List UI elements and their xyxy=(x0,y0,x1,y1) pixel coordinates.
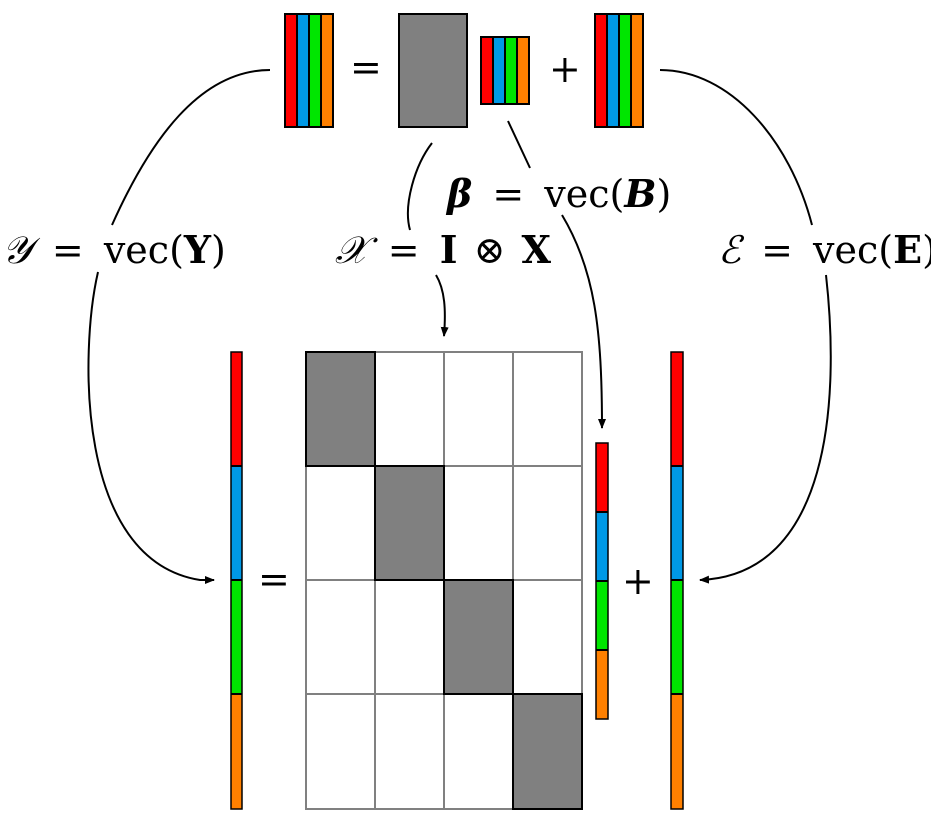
y-vectorization-arrow xyxy=(87,69,271,580)
bottom-e-vector xyxy=(670,351,684,810)
e-column-orange xyxy=(631,14,643,127)
vec-e-segment-orange xyxy=(671,694,683,809)
vec-e-segment-red xyxy=(671,352,683,466)
y-column-red xyxy=(285,14,297,127)
top-b-matrix xyxy=(480,36,530,105)
b-column-red xyxy=(481,37,493,104)
svg-text:β = vec(B): β = vec(B) xyxy=(445,171,671,216)
e-equals-vec-label: ℰ = vec(E) xyxy=(718,227,931,272)
diag-block-2 xyxy=(374,465,445,581)
beta-symbol: β xyxy=(445,171,472,216)
calligraphic-x: 𝒳 xyxy=(335,228,378,272)
e-vectorization-arrow xyxy=(659,69,832,580)
svg-text:𝒴 = vec(Y): 𝒴 = vec(Y) xyxy=(2,227,226,272)
b-column-blue xyxy=(493,37,505,104)
top-e-matrix xyxy=(594,13,644,128)
top-x-matrix xyxy=(398,13,468,128)
e-column-red xyxy=(595,14,607,127)
top-y-matrix xyxy=(284,13,334,128)
vec-beta-segment-green xyxy=(596,581,608,650)
e-column-green xyxy=(619,14,631,127)
vec-y-segment-red xyxy=(231,352,242,466)
block-diagonal-matrix xyxy=(305,351,583,810)
bottom-y-vector xyxy=(230,351,243,810)
bottom-beta-vector xyxy=(595,442,609,720)
diag-block-3 xyxy=(443,579,514,695)
top-equals-sign: = xyxy=(350,45,382,89)
diag-block-4 xyxy=(512,693,583,810)
vec-y-segment-green xyxy=(231,580,242,694)
calligraphic-y: 𝒴 xyxy=(2,228,41,272)
diag-block-1 xyxy=(305,351,376,467)
x-kron-arrow xyxy=(406,142,445,336)
y-column-green xyxy=(309,14,321,127)
svg-text:ℰ = vec(E): ℰ = vec(E) xyxy=(718,227,931,272)
vec-y-segment-blue xyxy=(231,466,242,580)
x-equals-kron-label: 𝒳 = I ⊗ X xyxy=(335,227,552,272)
bottom-plus-sign: + xyxy=(622,559,654,603)
y-equals-vec-label: 𝒴 = vec(Y) xyxy=(2,227,226,272)
b-column-orange xyxy=(517,37,529,104)
kronecker-product-symbol: ⊗ xyxy=(474,228,506,272)
vec-beta-segment-orange xyxy=(596,650,608,719)
svg-text:𝒳 = I ⊗: 𝒳 = I ⊗ X xyxy=(335,227,552,272)
bottom-equals-sign: = xyxy=(258,557,290,601)
vec-beta-segment-blue xyxy=(596,512,608,581)
calligraphic-e: ℰ xyxy=(718,228,745,272)
beta-equals-vec-label: β = vec(B) xyxy=(445,171,671,216)
vec-e-segment-green xyxy=(671,580,683,694)
e-column-blue xyxy=(607,14,619,127)
vec-y-segment-orange xyxy=(231,694,242,809)
vec-beta-segment-red xyxy=(596,443,608,512)
vec-e-segment-blue xyxy=(671,466,683,580)
b-column-green xyxy=(505,37,517,104)
y-column-orange xyxy=(321,14,333,127)
y-column-blue xyxy=(297,14,309,127)
beta-vectorization-arrow xyxy=(507,120,602,428)
top-plus-sign: + xyxy=(549,47,581,91)
